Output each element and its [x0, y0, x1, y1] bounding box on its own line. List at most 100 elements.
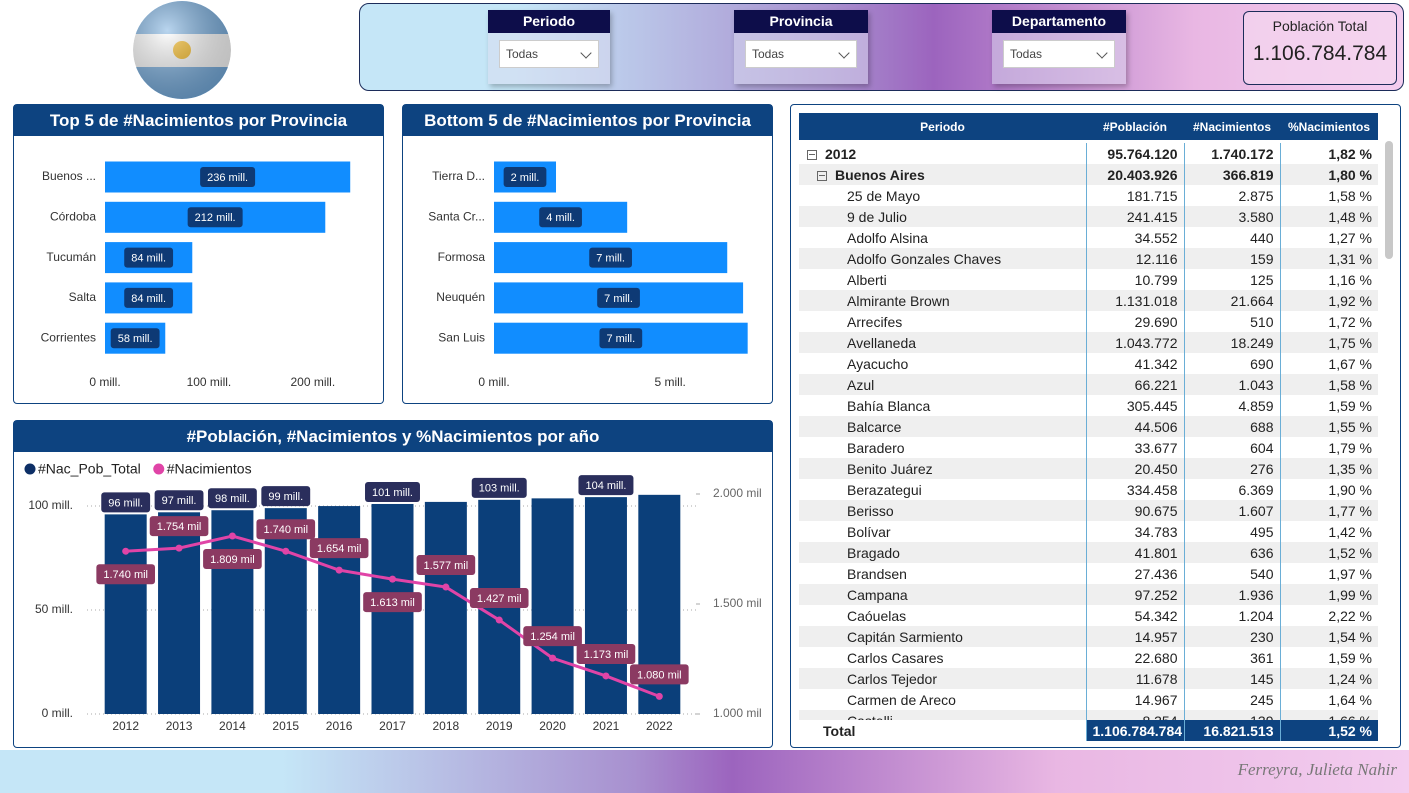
- dropdown[interactable]: Todas: [745, 40, 857, 68]
- category-label: Formosa: [438, 250, 486, 264]
- bar-label-box: [207, 488, 257, 509]
- table-cell: 34.783: [1085, 521, 1184, 542]
- column-header: Periodo: [920, 119, 965, 134]
- table-row[interactable]: Adolfo Alsina 34.552 440 1,27 %: [799, 227, 1378, 248]
- filter[interactable]: Departamento Todas: [992, 10, 1126, 84]
- table-row[interactable]: Almirante Brown 1.131.018 21.664 1,92 %: [799, 290, 1378, 311]
- row-label: 2012: [799, 143, 1086, 164]
- table-cell: 1,35 %: [1279, 458, 1378, 479]
- bar-label: 96 mill.: [108, 497, 143, 509]
- table-cell: 18.249: [1183, 332, 1280, 353]
- row-label-text: Caóuelas: [847, 607, 907, 624]
- category-label: Salta: [69, 290, 97, 304]
- table-row[interactable]: Balcarce 44.506 688 1,55 %: [799, 416, 1378, 437]
- table-row[interactable]: Arrecifes 29.690 510 1,72 %: [799, 311, 1378, 332]
- table-cell: 1,77 %: [1279, 500, 1378, 521]
- table-cell: 125: [1183, 269, 1280, 290]
- table-row[interactable]: Carmen de Areco 14.967 245 1,64 %: [799, 689, 1378, 710]
- row-label-text: Capitán Sarmiento: [847, 628, 963, 645]
- line-label-box: [523, 626, 582, 647]
- row-label: Adolfo Alsina: [799, 227, 1086, 248]
- line-label-box: [149, 516, 209, 537]
- table-cell: 1,59 %: [1279, 647, 1378, 668]
- table-row[interactable]: Castelli 8.3541391,66 %: [799, 710, 1378, 720]
- table-cell: 14.957: [1085, 626, 1184, 647]
- line-label-group: 1.080 mil: [629, 664, 689, 685]
- table-row[interactable]: Carlos Tejedor 11.678 145 1,24 %: [799, 668, 1378, 689]
- table-cell: 1,52 %: [1279, 542, 1378, 563]
- table-row[interactable]: Berisso 90.675 1.607 1,77 %: [799, 500, 1378, 521]
- table-row[interactable]: Capitán Sarmiento 14.957 230 1,54 %: [799, 626, 1378, 647]
- row-label-text: Berazategui: [847, 481, 922, 498]
- row-label: Brandsen: [799, 563, 1086, 584]
- x-tick-label: 2020: [539, 719, 566, 733]
- scrollbar[interactable]: [1385, 141, 1393, 259]
- table-row[interactable]: 25 de Mayo 181.715 2.875 1,58 %: [799, 185, 1378, 206]
- table-row[interactable]: Bolívar 34.783 495 1,42 %: [799, 521, 1378, 542]
- line-point: [602, 672, 610, 680]
- table-cell: 361: [1183, 647, 1280, 668]
- table-cell: 34.552: [1085, 227, 1184, 248]
- dropdown[interactable]: Todas: [1003, 40, 1115, 68]
- table-row[interactable]: Alberti 10.799 125 1,16 %: [799, 269, 1378, 290]
- category-label: Tucumán: [46, 250, 96, 264]
- filter[interactable]: Provincia Todas: [734, 10, 868, 84]
- row-label: Ayacucho: [799, 353, 1086, 374]
- line-label: 1.613 mil: [370, 597, 415, 609]
- chart-title: Bottom 5 de #Nacimientos por Provincia: [403, 105, 772, 136]
- bar-label: 103 mill.: [479, 483, 520, 495]
- table-cell: 1,66 %: [1279, 710, 1378, 720]
- table-cell: 495: [1183, 521, 1280, 542]
- table-row[interactable]: 9 de Julio 241.415 3.580 1,48 %: [799, 206, 1378, 227]
- table-cell: 1,48 %: [1279, 206, 1378, 227]
- dropdown[interactable]: Todas: [499, 40, 599, 68]
- line-label-box: [629, 664, 689, 685]
- data-label-group: 7 mill.: [589, 247, 632, 268]
- collapse-icon[interactable]: [807, 149, 817, 160]
- table-row[interactable]: 2012 95.764.120 1.740.172 1,82 %: [799, 143, 1378, 164]
- table-row[interactable]: Campana 97.252 1.936 1,99 %: [799, 584, 1378, 605]
- table-row[interactable]: Bragado 41.801 636 1,52 %: [799, 542, 1378, 563]
- table-cell: 1,58 %: [1279, 185, 1378, 206]
- filter[interactable]: Periodo Todas: [488, 10, 610, 84]
- table-row[interactable]: Caóuelas 54.342 1.204 2,22 %: [799, 605, 1378, 626]
- data-label-group: 84 mill.: [124, 247, 174, 268]
- line-label-box: [256, 519, 316, 540]
- row-label-text: Alberti: [847, 271, 887, 288]
- table-cell: 1,92 %: [1279, 290, 1378, 311]
- table-cell: 1.607: [1183, 500, 1280, 521]
- table-cell: 230: [1183, 626, 1280, 647]
- line-label-group: 1.654 mil: [309, 538, 369, 559]
- table-row[interactable]: Berazategui 334.458 6.369 1,90 %: [799, 479, 1378, 500]
- line-point: [122, 547, 130, 555]
- line-point: [389, 575, 396, 583]
- table-row[interactable]: Azul 66.221 1.043 1,58 %: [799, 374, 1378, 395]
- table-panel: Periodo #Población #Nacimientos %Nacimiento…: [790, 104, 1401, 748]
- data-label-box: [589, 247, 632, 268]
- table-row[interactable]: Avellaneda 1.043.772 18.249 1,75 %: [799, 332, 1378, 353]
- table-row[interactable]: Ayacucho 41.342 690 1,67 %: [799, 353, 1378, 374]
- line-point: [228, 532, 236, 540]
- table-row[interactable]: Brandsen 27.436 540 1,97 %: [799, 563, 1378, 584]
- table-row[interactable]: Benito Juárez 20.450 276 1,35 %: [799, 458, 1378, 479]
- table-row[interactable]: Buenos Aires 20.403.926 366.819 1,80 %: [799, 164, 1378, 185]
- table-cell: 1,64 %: [1279, 689, 1378, 710]
- table-cell: 8.354: [1085, 710, 1184, 720]
- table-row[interactable]: Carlos Casares 22.680 361 1,59 %: [799, 647, 1378, 668]
- row-label: Berazategui: [799, 479, 1086, 500]
- table-body[interactable]: 2012 95.764.120 1.740.172 1,82 % Buenos Aire…: [799, 143, 1378, 720]
- table-row[interactable]: Adolfo Gonzales Chaves 12.116 159 1,31 %: [799, 248, 1378, 269]
- line-point: [495, 616, 503, 624]
- column-header: #Población: [1102, 119, 1167, 134]
- x-tick-label: 2019: [486, 719, 513, 733]
- collapse-icon[interactable]: [817, 170, 827, 181]
- row-label-text: 25 de Mayo: [847, 187, 921, 204]
- line-label-box: [203, 549, 262, 570]
- line-label: 1.654 mil: [317, 543, 362, 555]
- table-row[interactable]: Bahía Blanca 305.445 4.859 1,59 %: [799, 395, 1378, 416]
- bar-label-box: [578, 475, 634, 496]
- table-cell: 276: [1183, 458, 1280, 479]
- table-row[interactable]: Baradero 33.677 604 1,79 %: [799, 437, 1378, 458]
- table-cell: 2.875: [1183, 185, 1280, 206]
- table-cell: 1,59 %: [1279, 395, 1378, 416]
